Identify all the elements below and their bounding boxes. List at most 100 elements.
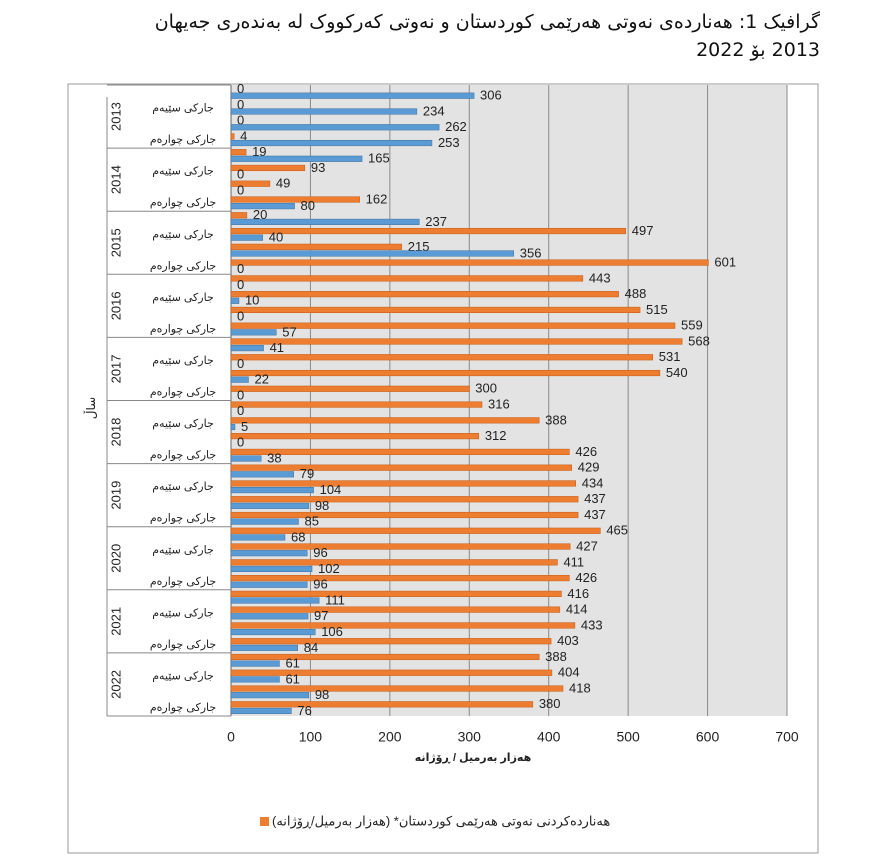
bar xyxy=(230,581,308,588)
bar xyxy=(230,597,320,604)
x-tick-label: 0 xyxy=(227,729,235,745)
value-label: 20 xyxy=(253,207,267,222)
value-label: 57 xyxy=(282,324,296,339)
category-label: جارکی سێیەم xyxy=(152,481,214,493)
value-label: 237 xyxy=(425,214,447,229)
value-label: 61 xyxy=(285,656,299,671)
bar xyxy=(230,590,562,597)
value-label: 80 xyxy=(301,198,315,213)
value-label: 465 xyxy=(606,523,628,538)
value-label: 531 xyxy=(659,349,681,364)
legend-swatch xyxy=(260,817,269,826)
title-box: گرافیک 1: هەناردەی نەوتی هەرێمی کوردستان… xyxy=(155,11,820,61)
x-axis-title: هەزار بەرمیل / ڕۆژانە xyxy=(415,752,531,764)
bar xyxy=(230,496,579,503)
bar xyxy=(230,259,709,266)
bar xyxy=(230,133,235,140)
value-label: 312 xyxy=(485,428,507,443)
value-label: 61 xyxy=(285,671,299,686)
bar xyxy=(230,180,271,187)
y-axis-title: ساڵ xyxy=(83,397,98,419)
category-label: جارکی چوارەم xyxy=(150,134,216,146)
value-label: 426 xyxy=(575,444,597,459)
value-label: 316 xyxy=(488,397,510,412)
bar xyxy=(230,297,240,304)
category-label: جارکی چوارەم xyxy=(150,197,216,209)
bar xyxy=(230,628,316,636)
value-label: 0 xyxy=(237,182,244,197)
value-label: 443 xyxy=(589,270,611,285)
value-label: 540 xyxy=(666,365,688,380)
bar xyxy=(230,559,558,566)
value-label: 215 xyxy=(408,239,430,254)
bar xyxy=(230,565,313,573)
bar xyxy=(230,345,264,352)
year-label: 2021 xyxy=(108,607,123,636)
value-label: 411 xyxy=(563,554,584,569)
bar xyxy=(230,218,420,225)
bar xyxy=(230,369,661,377)
bar xyxy=(230,338,683,345)
x-tick-label: 300 xyxy=(458,729,482,745)
value-label: 162 xyxy=(366,191,388,206)
bar xyxy=(230,543,571,550)
value-label: 4 xyxy=(240,128,247,143)
bar xyxy=(230,644,298,651)
bar xyxy=(230,511,579,519)
bar xyxy=(230,606,561,613)
category-label: جارکی چوارەم xyxy=(150,513,216,525)
bar xyxy=(230,707,292,714)
value-label: 5 xyxy=(241,419,248,434)
category-label: جارکی چوارەم xyxy=(150,260,216,272)
category-label: جارکی سێیەم xyxy=(152,166,214,178)
value-label: 380 xyxy=(539,696,561,711)
x-tick-label: 200 xyxy=(378,729,402,745)
value-label: 433 xyxy=(581,617,603,632)
value-label: 84 xyxy=(304,640,318,655)
year-label: 2022 xyxy=(108,670,123,699)
x-tick-label: 600 xyxy=(696,729,720,745)
bar xyxy=(230,455,262,462)
category-label: جارکی سێیەم xyxy=(152,292,214,304)
value-label: 104 xyxy=(320,482,342,497)
value-label: 96 xyxy=(313,577,327,592)
value-label: 356 xyxy=(520,245,542,260)
bar xyxy=(230,164,306,172)
bar xyxy=(230,234,264,241)
value-label: 49 xyxy=(276,176,290,191)
bar xyxy=(230,329,277,336)
value-label: 19 xyxy=(252,144,266,159)
value-label: 497 xyxy=(632,223,654,238)
bar xyxy=(230,401,483,408)
value-label: 262 xyxy=(445,119,467,134)
bar xyxy=(230,550,308,557)
value-label: 0 xyxy=(237,97,244,112)
category-label: جارکی سێیەم xyxy=(152,418,214,430)
value-label: 559 xyxy=(681,318,703,333)
category-label: جارکی چوارەم xyxy=(150,450,216,462)
bar xyxy=(230,701,534,708)
value-label: 568 xyxy=(688,333,710,348)
value-label: 0 xyxy=(237,277,244,292)
value-label: 165 xyxy=(368,151,390,166)
category-label: جارکی چوارەم xyxy=(150,702,216,714)
category-label: جارکی چوارەم xyxy=(150,576,216,588)
year-label: 2018 xyxy=(108,418,123,447)
value-label: 437 xyxy=(584,491,606,506)
category-label: جارکی سێیەم xyxy=(152,355,214,367)
value-label: 416 xyxy=(567,586,589,601)
value-label: 253 xyxy=(438,135,460,150)
bar xyxy=(230,638,552,645)
value-label: 106 xyxy=(321,624,343,639)
bar xyxy=(230,376,249,383)
bar xyxy=(230,575,570,582)
value-label: 429 xyxy=(578,460,600,475)
bar xyxy=(230,250,515,257)
value-label: 68 xyxy=(291,529,305,544)
value-label: 426 xyxy=(575,570,597,585)
value-label: 40 xyxy=(269,230,283,245)
value-label: 488 xyxy=(625,286,647,301)
bar xyxy=(230,487,314,494)
value-label: 41 xyxy=(270,340,284,355)
value-label: 0 xyxy=(237,261,244,276)
